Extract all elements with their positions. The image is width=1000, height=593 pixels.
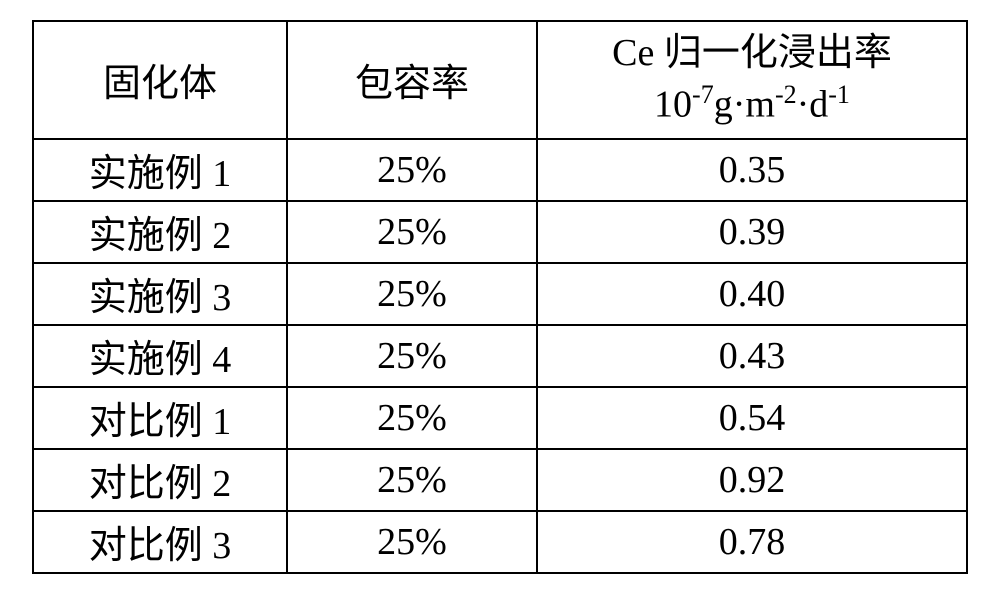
cell-leach-rate: 0.54 (537, 387, 967, 449)
data-table: 固化体 包容率 Ce 归一化浸出率 10-7g·m-2·d-1 实施例 125%… (32, 20, 968, 574)
table-row: 对比例 225%0.92 (33, 449, 967, 511)
cell-leach-rate: 0.78 (537, 511, 967, 573)
cell-inclusion-rate: 25% (287, 449, 537, 511)
table-row: 对比例 325%0.78 (33, 511, 967, 573)
table-row: 实施例 325%0.40 (33, 263, 967, 325)
cell-inclusion-rate: 25% (287, 511, 537, 573)
table-row: 实施例 225%0.39 (33, 201, 967, 263)
cell-inclusion-rate: 25% (287, 263, 537, 325)
header-col-3-line2: 10-7g·m-2·d-1 (538, 78, 966, 130)
cell-leach-rate: 0.92 (537, 449, 967, 511)
table-row: 实施例 425%0.43 (33, 325, 967, 387)
header-col-1: 固化体 (33, 21, 287, 139)
header-col-2: 包容率 (287, 21, 537, 139)
cell-inclusion-rate: 25% (287, 201, 537, 263)
table-body: 实施例 125%0.35实施例 225%0.39实施例 325%0.40实施例 … (33, 139, 967, 573)
cell-inclusion-rate: 25% (287, 139, 537, 201)
table-row: 实施例 125%0.35 (33, 139, 967, 201)
header-col-3-line1: Ce 归一化浸出率 (538, 29, 966, 78)
cell-sample: 实施例 1 (33, 139, 287, 201)
cell-leach-rate: 0.35 (537, 139, 967, 201)
table-row: 对比例 125%0.54 (33, 387, 967, 449)
cell-sample: 对比例 3 (33, 511, 287, 573)
cell-inclusion-rate: 25% (287, 325, 537, 387)
cell-leach-rate: 0.43 (537, 325, 967, 387)
cell-sample: 实施例 4 (33, 325, 287, 387)
table-header-row: 固化体 包容率 Ce 归一化浸出率 10-7g·m-2·d-1 (33, 21, 967, 139)
cell-inclusion-rate: 25% (287, 387, 537, 449)
cell-leach-rate: 0.39 (537, 201, 967, 263)
cell-sample: 对比例 1 (33, 387, 287, 449)
cell-leach-rate: 0.40 (537, 263, 967, 325)
cell-sample: 实施例 2 (33, 201, 287, 263)
cell-sample: 实施例 3 (33, 263, 287, 325)
header-col-3: Ce 归一化浸出率 10-7g·m-2·d-1 (537, 21, 967, 139)
cell-sample: 对比例 2 (33, 449, 287, 511)
